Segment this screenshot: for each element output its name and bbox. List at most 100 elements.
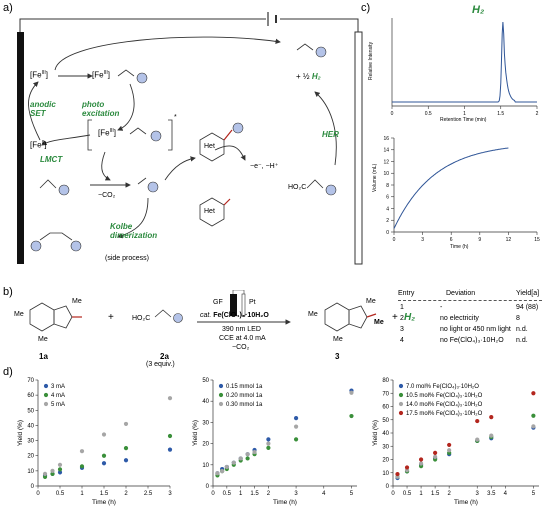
vol-ytick-label: 0 xyxy=(386,230,389,236)
table-cell: n.d. xyxy=(516,337,528,344)
x-tick-label: 0 xyxy=(36,491,40,497)
data-point xyxy=(50,468,55,473)
table-cell: n.d. xyxy=(516,326,528,333)
data-point xyxy=(433,454,438,459)
table-header-yield: Yield[a] xyxy=(516,290,540,297)
y-tick-label: 20 xyxy=(202,442,209,448)
x-axis-label: Time (h) xyxy=(92,499,116,506)
vol-ytick-label: 8 xyxy=(386,183,389,189)
legend-label: 7.0 mol% Fe(ClO₄)₃·10H₂O xyxy=(406,384,479,390)
vol-ytick-label: 12 xyxy=(383,159,389,165)
vol-xtick-label: 15 xyxy=(534,237,540,243)
y-tick-label: 0 xyxy=(206,484,210,490)
her-label: HER xyxy=(322,130,339,139)
half-h2-label: + ½ H₂ xyxy=(296,72,321,81)
data-point xyxy=(475,437,480,442)
gf-electrode xyxy=(230,294,237,316)
vol-ylabel: Volume (mL) xyxy=(372,163,378,192)
arrow-lmct xyxy=(41,134,91,146)
scheme-b-graphics xyxy=(29,290,377,332)
y-tick-label: 40 xyxy=(202,399,209,405)
legend-label: 0.30 mmol 1a xyxy=(226,402,263,408)
x-axis-label: Time (h) xyxy=(273,499,297,506)
y-tick-label: 30 xyxy=(382,444,389,450)
data-point xyxy=(215,471,220,476)
data-point xyxy=(489,415,494,420)
legend-label: 3 mA xyxy=(51,384,65,390)
x-tick-label: 2 xyxy=(124,491,128,497)
gf-label: GF xyxy=(213,299,223,306)
x-tick-label: 2 xyxy=(447,491,451,497)
data-point xyxy=(447,448,452,453)
x-tick-label: 0.5 xyxy=(403,491,412,497)
arrow-radical-addition xyxy=(164,156,196,181)
me-1a-left: Me xyxy=(14,311,24,318)
data-point xyxy=(101,461,107,466)
condition-co2: −CO₂ xyxy=(232,344,250,351)
table-cell: 1 xyxy=(400,304,404,311)
vol-ytick-label: 4 xyxy=(386,206,389,212)
vol-xlabel: Time (h) xyxy=(450,244,469,250)
vol-xtick-label: 6 xyxy=(450,237,453,243)
x-tick-label: 1 xyxy=(239,491,243,497)
data-point xyxy=(123,458,129,463)
data-point xyxy=(245,456,250,461)
anode-electrode xyxy=(17,32,24,264)
equiv-label: (3 equiv.) xyxy=(146,361,175,368)
x-tick-label: 3.5 xyxy=(487,491,496,497)
data-point xyxy=(42,474,48,480)
arrow-her xyxy=(314,91,337,166)
carboxylate-left xyxy=(39,179,70,196)
data-point xyxy=(266,437,271,442)
table-cell: 8 xyxy=(516,315,520,322)
me-3-product: Me xyxy=(374,319,384,326)
circuit-wire-left xyxy=(19,18,266,32)
data-point xyxy=(531,424,536,429)
data-point xyxy=(395,471,400,477)
arrow-photo xyxy=(117,83,135,131)
y-tick-label: 20 xyxy=(27,454,34,460)
vol-ytick-label: 16 xyxy=(383,136,389,142)
data-point xyxy=(252,449,257,455)
y-tick-label: 60 xyxy=(382,405,389,411)
table-cell: no Fe(ClO₄)₃·10H₂O xyxy=(440,337,504,344)
data-point xyxy=(531,391,536,396)
data-point xyxy=(101,453,107,458)
condition-led: 390 nm LED xyxy=(222,326,261,333)
data-point xyxy=(79,464,85,469)
y-tick-label: 80 xyxy=(382,378,389,384)
circuit-wire-right xyxy=(280,18,359,32)
photo-excitation-label: photo excitation xyxy=(82,100,120,118)
x-tick-label: 4 xyxy=(322,491,326,497)
legend-marker xyxy=(398,401,404,407)
y-tick-label: 50 xyxy=(382,418,389,424)
data-point xyxy=(50,471,55,476)
scheme-a-graphics: * xyxy=(17,12,363,265)
data-point xyxy=(404,465,410,470)
fe3-complex-label: [FeIII] xyxy=(92,70,110,80)
svg-text:*: * xyxy=(174,114,177,121)
data-point xyxy=(349,413,354,419)
caffeine-1a xyxy=(29,302,82,332)
volume-chart: 0 3 6 9 12 15 0 2 4 6 8 10 12 14 16 xyxy=(383,136,540,243)
arrow-kolbe xyxy=(117,197,149,239)
fe2-label: [FeII] xyxy=(30,140,47,150)
data-point xyxy=(167,447,173,452)
table-cell: 3 xyxy=(400,326,404,333)
data-point xyxy=(167,396,173,401)
legend-label: 17.5 mol% Fe(ClO₄)₃·10H₂O xyxy=(406,411,483,417)
x-tick-label: 4 xyxy=(504,491,508,497)
legend-label: 0.15 mmol 1a xyxy=(226,384,263,390)
me-3-left: Me xyxy=(308,311,318,318)
y-axis-label: Yield (%) xyxy=(192,420,199,446)
fe-carboxylate xyxy=(117,69,148,84)
acid-2a-circle xyxy=(173,313,183,323)
y-tick-label: 70 xyxy=(382,391,389,397)
y-tick-label: 10 xyxy=(382,471,389,477)
product-3 xyxy=(324,302,377,332)
ho2c-label-a: HO₂C xyxy=(288,184,307,191)
h2-product: H₂ xyxy=(404,312,416,323)
het-label-substrate: Het xyxy=(204,208,215,215)
data-point xyxy=(433,450,438,455)
chrom-xtick-label: 0.5 xyxy=(425,111,432,117)
